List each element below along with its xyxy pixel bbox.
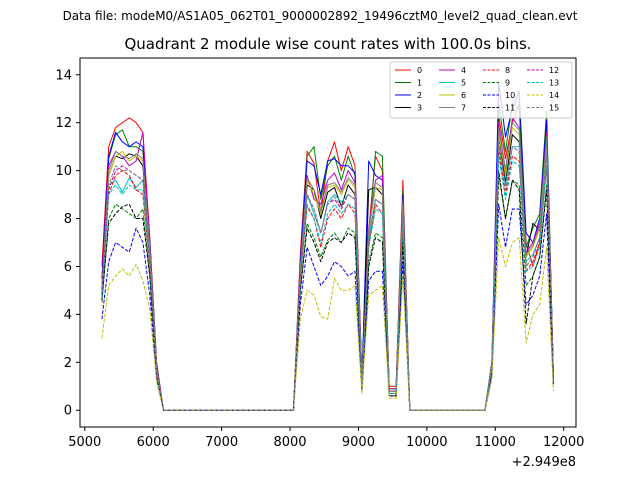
legend-label-11: 11	[505, 104, 515, 113]
series-line-10	[101, 203, 554, 411]
x-tick-label: 12000	[543, 435, 584, 450]
series-line-9	[101, 174, 554, 411]
y-tick-label: 4	[64, 308, 72, 323]
axis-ticks: 5000 6000 7000 8000 9000 10000 11000 12000 0 2 4 6 8…	[55, 68, 584, 450]
series-line-8	[101, 150, 554, 411]
plot-area	[101, 81, 554, 411]
x-tick-label: 6000	[137, 435, 170, 450]
legend-label-0: 0	[417, 66, 422, 75]
x-tick-label: 11000	[475, 435, 516, 450]
legend-label-8: 8	[505, 66, 510, 75]
x-offset-label: +2.949e8	[512, 455, 576, 470]
legend-label-2: 2	[417, 91, 422, 100]
legend-label-9: 9	[505, 79, 510, 88]
legend-label-13: 13	[549, 79, 559, 88]
x-tick-label: 10000	[406, 435, 447, 450]
x-tick-label: 9000	[342, 435, 375, 450]
legend-label-12: 12	[549, 66, 559, 75]
y-tick-label: 12	[55, 116, 72, 131]
y-tick-label: 6	[64, 260, 72, 275]
series-line-3	[101, 131, 554, 411]
series-line-11	[101, 170, 554, 411]
legend-label-6: 6	[461, 91, 466, 100]
y-tick-label: 0	[64, 404, 72, 419]
chart-title: Quadrant 2 module wise count rates with …	[124, 35, 531, 53]
legend-label-4: 4	[461, 66, 466, 75]
axes-frame	[79, 57, 577, 428]
legend-box	[389, 61, 573, 119]
series-line-15	[101, 141, 554, 411]
y-tick-label: 10	[55, 164, 72, 179]
series-line-0	[101, 103, 554, 411]
y-tick-label: 2	[64, 356, 72, 371]
series-line-6	[101, 127, 554, 411]
x-tick-label: 7000	[205, 435, 238, 450]
series-line-2	[101, 81, 554, 411]
legend-label-3: 3	[417, 104, 422, 113]
legend-label-15: 15	[549, 104, 559, 113]
x-tick-label: 8000	[273, 435, 306, 450]
legend-label-14: 14	[549, 91, 559, 100]
legend-label-7: 7	[461, 104, 466, 113]
legend-label-10: 10	[505, 91, 515, 100]
series-line-1	[101, 103, 554, 411]
y-tick-label: 14	[55, 68, 72, 83]
legend-label-5: 5	[461, 79, 466, 88]
legend-label-1: 1	[417, 79, 422, 88]
suptitle: Data file: modeM0/AS1A05_062T01_90000028…	[63, 9, 578, 23]
x-tick-label: 5000	[68, 435, 101, 450]
series-line-14	[101, 237, 554, 411]
y-tick-label: 8	[64, 212, 72, 227]
